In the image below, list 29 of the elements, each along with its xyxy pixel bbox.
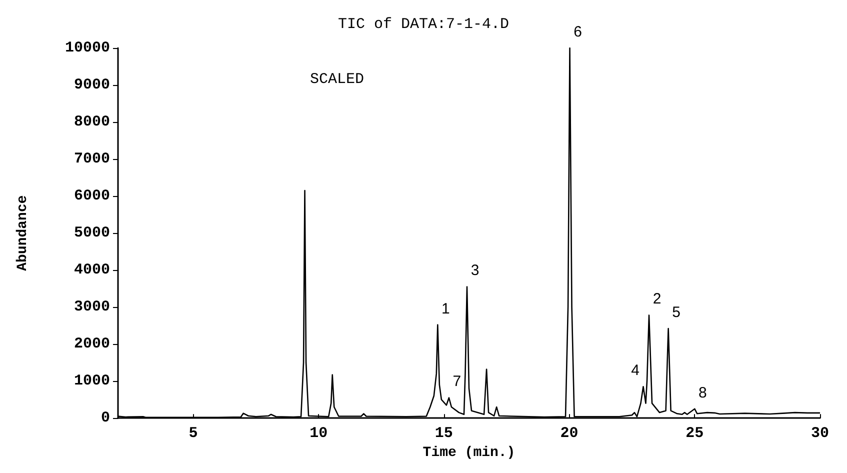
x-tick-label: 30 [810, 425, 830, 442]
y-tick-label: 3000 [74, 298, 110, 316]
annotation: 3 [470, 262, 480, 280]
x-tick-label: 15 [434, 425, 453, 442]
x-axis-title: Time (min.) [422, 445, 516, 461]
annotation: 2 [652, 290, 662, 308]
x-tick-label: 10 [310, 425, 328, 442]
annotation: SCALED [310, 71, 364, 88]
annotation: 1 [441, 300, 450, 318]
annotation: 5 [672, 304, 680, 322]
y-tick-label: 8000 [74, 114, 110, 131]
y-tick-label: 4000 [74, 262, 110, 279]
annotation: 7 [452, 373, 462, 390]
annotation: 4 [631, 362, 640, 380]
x-tick-label: 5 [188, 425, 198, 442]
y-tick-label: 2000 [74, 336, 110, 353]
y-tick-label: 6000 [74, 188, 110, 205]
annotation: 8 [698, 384, 707, 402]
y-tick-label: 1000 [74, 372, 110, 390]
annotation: 6 [574, 24, 582, 40]
y-tick-label: 7000 [74, 150, 110, 168]
y-tick-label: 10000 [64, 40, 110, 56]
y-tick-label: 9000 [74, 76, 110, 94]
chart-title: TIC of DATA:7-1-4.D [338, 16, 510, 33]
y-axis-title: Abundance [15, 195, 31, 271]
y-tick-label: 5000 [74, 224, 110, 242]
x-tick-label: 25 [686, 425, 704, 442]
y-tick-label: 0 [100, 410, 110, 427]
x-tick-label: 20 [560, 425, 578, 442]
